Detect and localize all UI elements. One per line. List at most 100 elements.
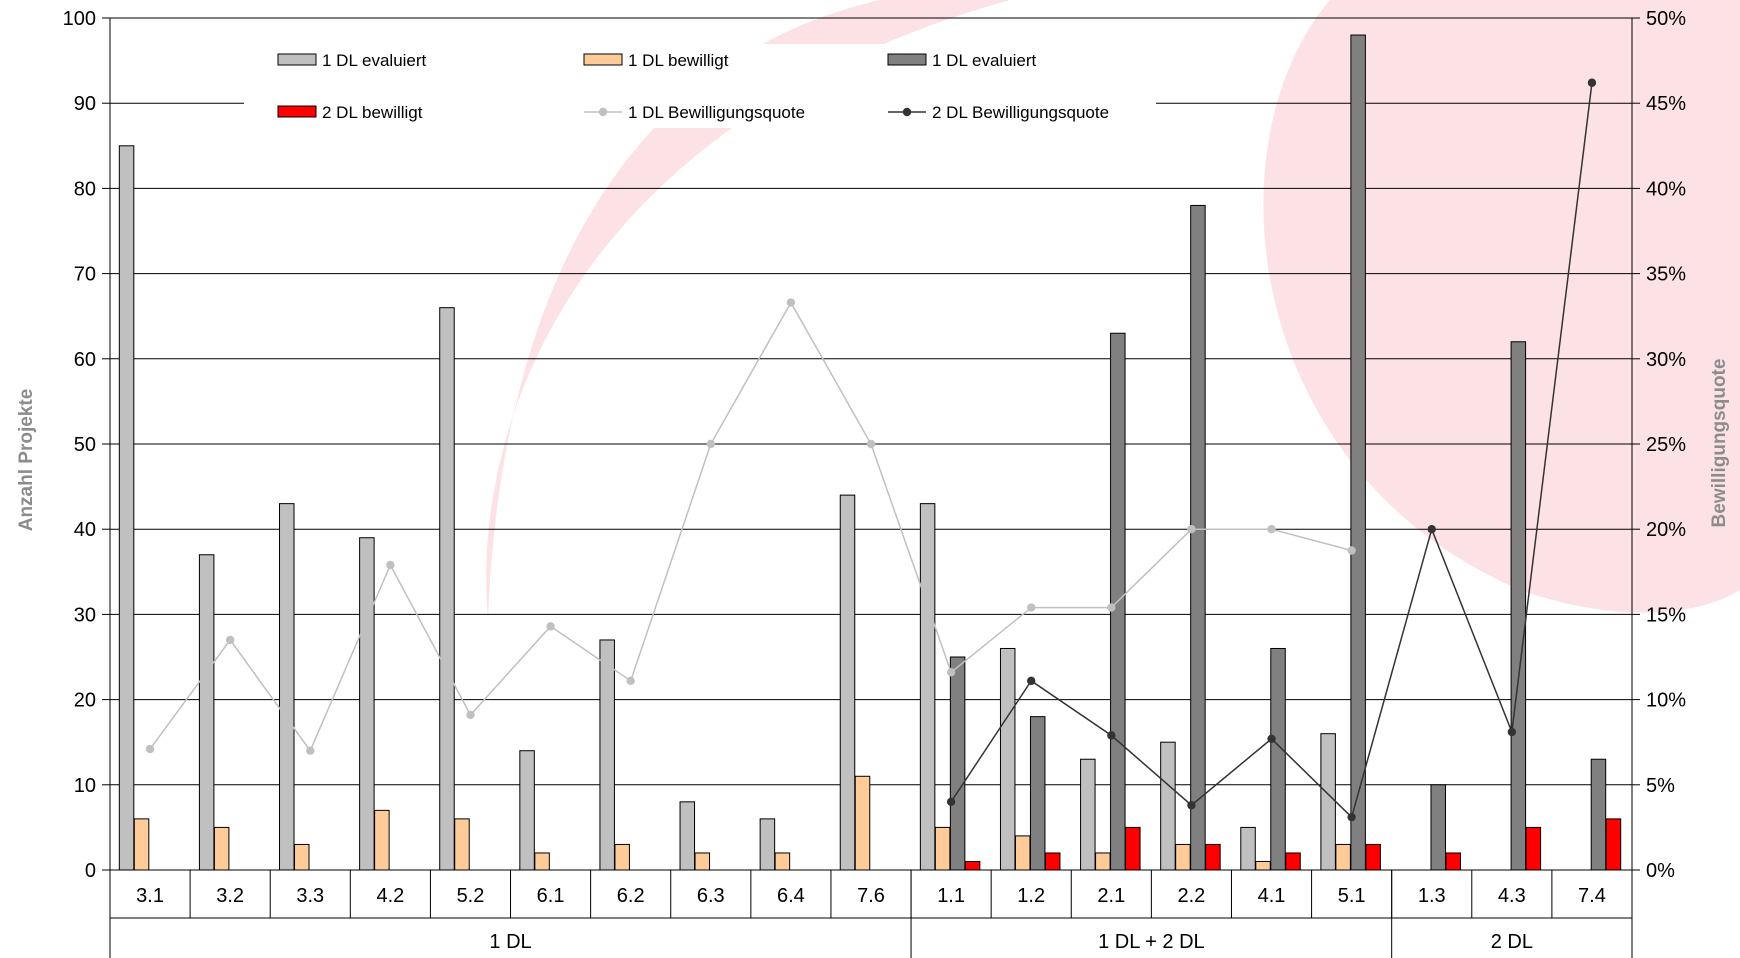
line-point: [1187, 801, 1196, 810]
line-point: [1347, 546, 1356, 555]
bar: [1175, 843, 1191, 871]
y2-tick-label: 10%: [1646, 690, 1686, 712]
category-label: 4.2: [376, 885, 404, 907]
bar: [839, 494, 856, 871]
y2-tick-label: 0%: [1646, 860, 1675, 882]
y2-tick-label: 45%: [1646, 93, 1686, 115]
bar: [1255, 860, 1271, 871]
legend-background: [244, 44, 1156, 128]
category-label: 3.3: [296, 885, 324, 907]
y2-tick-label: 30%: [1646, 349, 1686, 371]
line-point: [1427, 525, 1436, 534]
bar: [198, 554, 215, 871]
y2-tick-label: 50%: [1646, 8, 1686, 30]
category-label: 1.2: [1017, 885, 1045, 907]
legend-label: 2 DL Bewilligungsquote: [932, 103, 1109, 122]
category-label: 6.4: [777, 885, 805, 907]
category-label: 1.3: [1418, 885, 1446, 907]
line-series: [145, 78, 1597, 822]
bar: [1044, 852, 1061, 871]
bar: [294, 843, 310, 871]
bar: [519, 750, 535, 871]
line-series-path: [149, 301, 1352, 753]
bar: [133, 818, 150, 871]
legend-swatch: [277, 105, 317, 118]
bar: [454, 818, 470, 871]
left-axis-ticks: 0 10 20 30 40 50 60 70 80 90 100: [63, 8, 96, 882]
bar: [534, 852, 550, 871]
legend-swatch: [583, 53, 623, 66]
line-point: [786, 298, 796, 307]
line-point: [1587, 78, 1597, 87]
bar: [599, 639, 615, 871]
line-point: [386, 560, 395, 570]
bar: [854, 775, 871, 871]
y-tick-label: 50: [74, 434, 96, 456]
bar: [1160, 741, 1176, 871]
line-point: [466, 710, 475, 720]
category-label: 4.3: [1498, 885, 1526, 907]
line-point: [946, 668, 956, 677]
y2-tick-label: 20%: [1646, 519, 1686, 541]
legend: 1 DL evaluiert 1 DL bewilligt 1 DL evaluie…: [244, 44, 1156, 128]
bar: [1285, 852, 1301, 871]
bar: [1605, 818, 1622, 871]
bar: [1510, 341, 1527, 871]
line-point: [1107, 603, 1116, 612]
y-tick-label: 80: [74, 178, 96, 200]
bar: [374, 809, 390, 871]
bar: [1445, 852, 1461, 871]
right-axis-ticks: 0% 5% 10% 15% 20% 25% 30% 35% 40% 45% 50%: [1646, 8, 1686, 882]
y2-tick-label: 5%: [1646, 775, 1675, 797]
y-tick-label: 100: [63, 8, 96, 30]
bar: [1430, 784, 1446, 871]
group-label: 1 DL + 2 DL: [1098, 931, 1205, 953]
category-label: 2.1: [1097, 885, 1125, 907]
bar: [1590, 758, 1607, 871]
y-tick-label: 90: [74, 93, 96, 115]
bar: [934, 826, 951, 871]
legend-label: 1 DL evaluiert: [932, 51, 1037, 70]
bar: [1365, 843, 1381, 871]
line-point: [1267, 525, 1276, 534]
bar: [759, 818, 776, 871]
bar: [1125, 826, 1141, 871]
y2-tick-label: 15%: [1646, 604, 1686, 626]
category-label: 5.1: [1338, 885, 1366, 907]
bar: [949, 656, 966, 871]
line-point: [946, 797, 956, 807]
y-tick-label: 60: [74, 349, 96, 371]
y2-tick-label: 25%: [1646, 434, 1686, 456]
y2-tick-label: 40%: [1646, 178, 1686, 200]
bar: [1350, 34, 1366, 871]
y2-axis-title: Bewilligungsquote: [1709, 359, 1730, 528]
category-label: 1.1: [937, 885, 965, 907]
bar: [1205, 843, 1221, 871]
line-point: [1027, 676, 1036, 686]
y-tick-label: 30: [74, 604, 96, 626]
y-tick-label: 70: [74, 264, 96, 286]
line-point: [1107, 731, 1116, 740]
line-point: [866, 439, 876, 449]
bar: [1320, 733, 1336, 871]
category-label: 3.2: [216, 885, 244, 907]
category-label: 3.1: [136, 885, 164, 907]
bar: [1014, 835, 1031, 871]
legend-label: 1 DL Bewilligungsquote: [628, 103, 805, 122]
line-point: [1347, 812, 1356, 822]
legend-label: 2 DL bewilligt: [322, 103, 423, 122]
bar: [1080, 758, 1096, 871]
line-point: [706, 439, 715, 449]
legend-label: 1 DL evaluiert: [322, 51, 427, 70]
bar: [1029, 716, 1046, 871]
category-labels: 3.1 3.2 3.3 4.2 5.2 6.1 6.2 6.3 6.4 7.6 1.1 1.2 2.1 2…: [136, 885, 1606, 907]
bar: [213, 826, 230, 871]
bar: [999, 647, 1016, 871]
bar: [1525, 826, 1542, 871]
group-label: 2 DL: [1491, 931, 1533, 953]
bar: [964, 860, 981, 871]
bar: [359, 537, 375, 871]
axes: [102, 17, 1640, 958]
y-tick-label: 20: [74, 690, 96, 712]
